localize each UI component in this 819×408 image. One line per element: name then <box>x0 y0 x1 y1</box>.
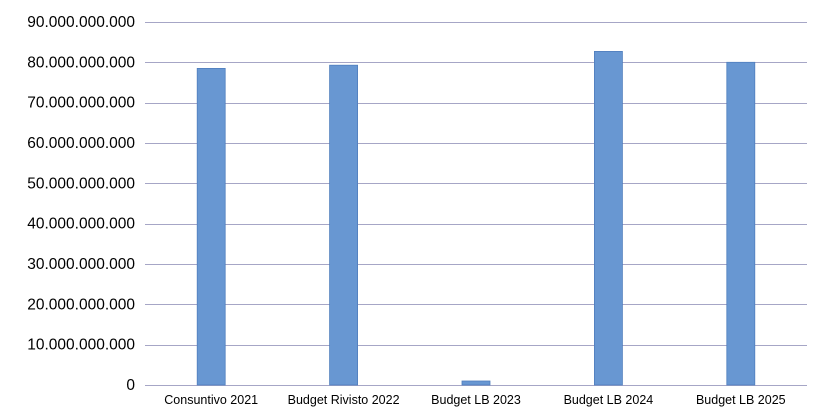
bar <box>594 51 623 386</box>
y-tick-label: 30.000.000.000 <box>27 256 135 273</box>
y-tick-label: 70.000.000.000 <box>27 95 135 112</box>
bar <box>329 64 359 386</box>
y-tick-label: 90.000.000.000 <box>27 14 135 31</box>
bar <box>461 380 491 386</box>
y-tick-label: 10.000.000.000 <box>27 337 135 354</box>
x-axis-tick-labels: Consuntivo 2021 Budget Rivisto 2022 Budget… <box>164 393 785 407</box>
bars <box>196 51 756 386</box>
y-tick-label: 60.000.000.000 <box>27 135 135 152</box>
y-axis-tick-labels: 0 10.000.000.000 20.000.000.000 30.000.000.… <box>27 14 135 394</box>
bar <box>196 68 226 386</box>
y-tick-label: 0 <box>126 377 135 394</box>
y-tick-label: 80.000.000.000 <box>27 54 135 71</box>
bar <box>726 61 756 386</box>
y-tick-label: 50.000.000.000 <box>27 175 135 192</box>
x-tick-label: Budget LB 2023 <box>431 393 521 407</box>
x-tick-label: Budget LB 2024 <box>564 393 654 407</box>
y-tick-label: 40.000.000.000 <box>27 216 135 233</box>
x-tick-label: Budget LB 2025 <box>696 393 786 407</box>
x-tick-label: Budget Rivisto 2022 <box>288 393 400 407</box>
x-tick-label: Consuntivo 2021 <box>164 393 258 407</box>
y-tick-label: 20.000.000.000 <box>27 296 135 313</box>
gridlines <box>145 22 807 386</box>
